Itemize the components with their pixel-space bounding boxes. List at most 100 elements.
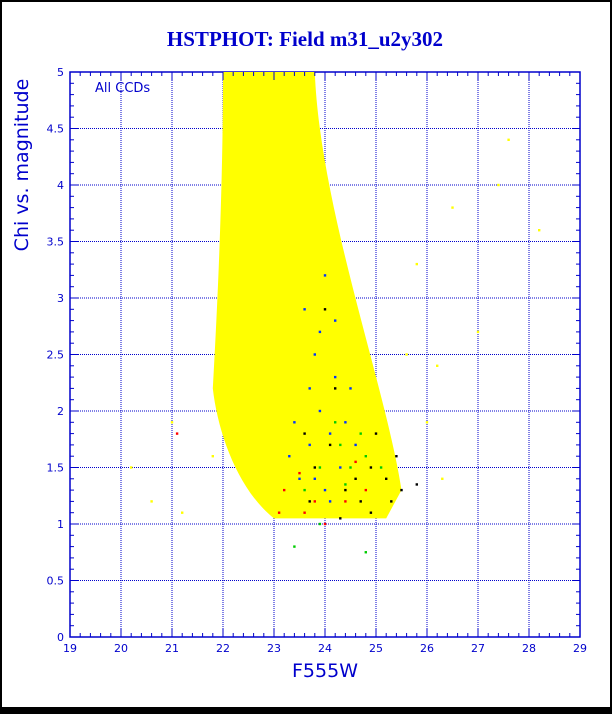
data-point	[272, 488, 276, 492]
data-point	[267, 229, 271, 232]
data-point	[369, 466, 373, 469]
data-point	[334, 375, 337, 379]
data-point	[283, 319, 286, 322]
data-point	[328, 432, 332, 435]
tick-labels: 19 20 21 22 23 24 25 26 27 28 29 0 0.5 1 1.5 2 2.5 3 3.5 4 4…	[47, 66, 588, 655]
data-point	[298, 477, 301, 480]
data-point	[364, 398, 367, 401]
y-tick-label: 2	[57, 405, 64, 418]
data-point	[323, 488, 327, 492]
data-point	[436, 364, 439, 367]
data-point	[349, 477, 352, 480]
data-point	[237, 330, 240, 334]
data-point	[334, 319, 337, 322]
data-point	[374, 488, 378, 492]
chart-title: HSTPHOT: Field m31_u2y302	[167, 27, 443, 51]
data-point	[390, 500, 393, 503]
data-point	[272, 274, 276, 277]
data-point	[339, 296, 342, 300]
data-point	[277, 511, 281, 514]
y-tick-label: 3	[57, 292, 64, 305]
data-point	[379, 466, 383, 469]
data-point	[318, 409, 322, 413]
data-point	[308, 443, 311, 447]
x-tick-label: 26	[420, 642, 434, 655]
data-point	[298, 161, 301, 164]
data-point	[400, 488, 403, 492]
data-point	[390, 455, 393, 458]
data-point	[354, 477, 357, 480]
data-point	[313, 500, 316, 503]
data-point	[313, 93, 316, 96]
data-point	[323, 432, 327, 435]
y-tick-label: 1.5	[47, 462, 65, 475]
x-tick-label: 28	[522, 642, 536, 655]
y-tick-label: 4.5	[47, 123, 65, 136]
data-point	[221, 421, 225, 424]
y-tick-label: 2.5	[47, 349, 65, 362]
annotation-all-ccds: All CCDs	[95, 81, 150, 96]
data-point	[323, 511, 327, 514]
data-point	[257, 296, 260, 300]
data-point	[344, 483, 347, 486]
data-points	[130, 72, 541, 554]
data-point	[170, 421, 174, 424]
x-tick-label: 25	[369, 642, 383, 655]
data-point	[497, 183, 500, 187]
data-point	[298, 471, 301, 475]
data-point	[237, 409, 240, 413]
data-point	[354, 500, 357, 503]
data-point	[339, 466, 342, 469]
x-tick-label: 22	[216, 642, 230, 655]
y-tick-label: 0	[57, 631, 64, 644]
data-point	[323, 308, 327, 311]
data-point	[293, 353, 296, 356]
data-point	[323, 251, 327, 254]
data-point	[242, 116, 245, 119]
data-point	[226, 82, 230, 85]
data-point	[441, 477, 444, 480]
data-point	[538, 229, 541, 232]
data-point	[334, 421, 337, 424]
axis-ticks	[69, 71, 581, 638]
data-point	[318, 522, 322, 526]
data-point	[232, 251, 235, 254]
data-point	[354, 342, 357, 345]
data-point	[283, 488, 286, 492]
data-point	[252, 149, 255, 153]
data-point	[415, 262, 418, 266]
y-tick-label: 5	[57, 66, 64, 79]
data-point	[328, 500, 332, 503]
data-point	[385, 477, 388, 480]
data-point	[150, 500, 153, 503]
data-point	[339, 443, 342, 447]
data-point	[344, 500, 347, 503]
x-tick-label: 19	[63, 642, 77, 655]
data-point	[354, 460, 357, 464]
data-point	[374, 432, 378, 435]
data-point	[181, 511, 184, 514]
y-tick-label: 1	[57, 518, 64, 531]
x-tick-label: 21	[165, 642, 179, 655]
data-point	[308, 500, 311, 503]
data-point	[425, 421, 429, 424]
data-point	[303, 511, 306, 514]
data-point	[328, 443, 332, 447]
data-point	[303, 387, 306, 390]
data-point	[242, 477, 245, 480]
data-point	[344, 421, 347, 424]
data-point	[303, 432, 306, 435]
y-tick-label: 4	[57, 179, 64, 192]
data-point	[303, 308, 306, 311]
data-point	[211, 455, 214, 458]
data-point	[318, 330, 322, 334]
data-point	[323, 522, 327, 526]
data-point	[354, 443, 357, 447]
data-point	[395, 455, 398, 458]
data-point	[313, 477, 316, 480]
data-point	[313, 409, 316, 413]
data-point	[323, 274, 327, 277]
data-point	[476, 330, 480, 334]
